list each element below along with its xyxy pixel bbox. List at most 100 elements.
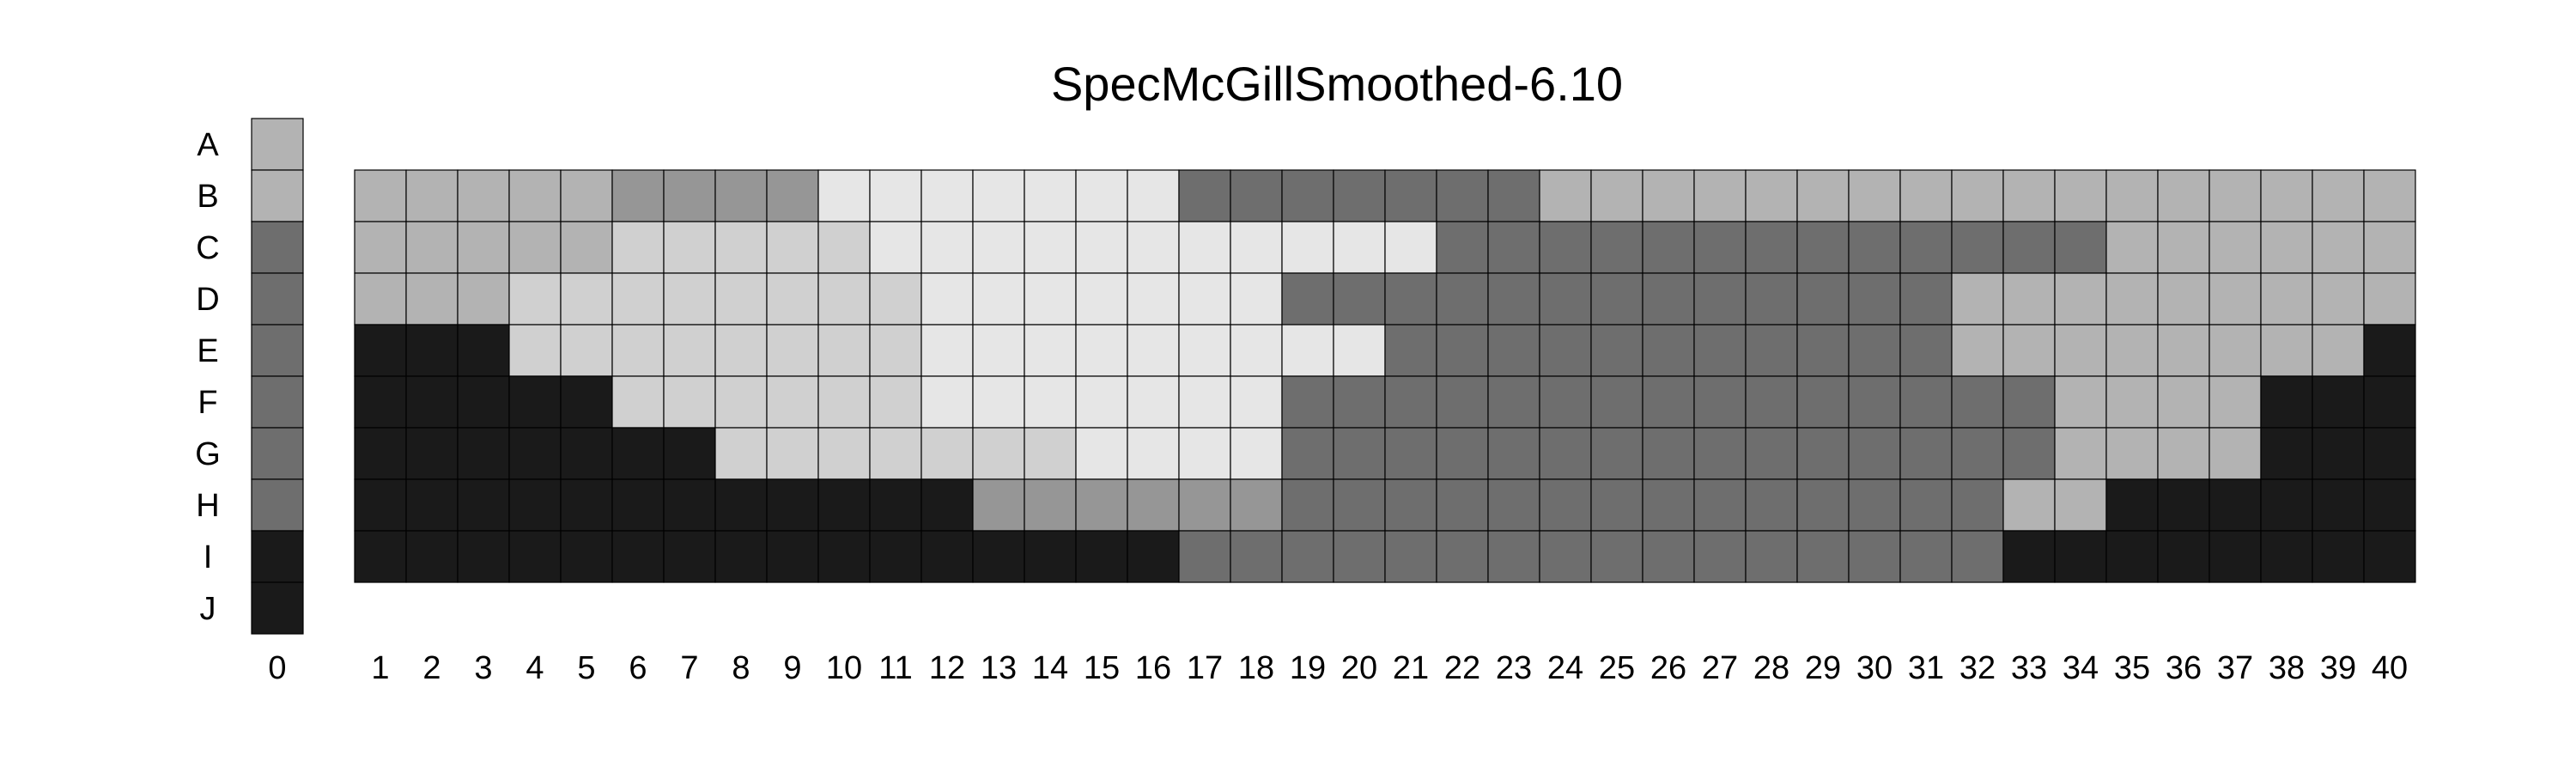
cell-F-39	[2312, 375, 2365, 429]
cell-B-39	[2312, 169, 2365, 222]
cell-F-3	[457, 375, 510, 429]
cell-C-31	[1899, 221, 1953, 274]
cell-I-39	[2312, 530, 2365, 583]
cell-B-16	[1127, 169, 1180, 222]
cell-I-3	[457, 530, 510, 583]
cell-D-32	[1951, 272, 2004, 326]
ref-cell-H	[251, 478, 304, 532]
cell-H-16	[1127, 478, 1180, 532]
cell-H-25	[1590, 478, 1643, 532]
cell-D-1	[354, 272, 407, 326]
cell-H-5	[560, 478, 613, 532]
cell-I-27	[1693, 530, 1747, 583]
cell-B-17	[1178, 169, 1231, 222]
cell-I-36	[2157, 530, 2210, 583]
col-label-21: 21	[1393, 650, 1429, 686]
cell-E-29	[1796, 324, 1850, 377]
cell-C-15	[1075, 221, 1128, 274]
cell-B-12	[920, 169, 974, 222]
cell-H-28	[1745, 478, 1798, 532]
cell-D-34	[2054, 272, 2107, 326]
cell-I-33	[2002, 530, 2056, 583]
cell-C-30	[1848, 221, 1901, 274]
cell-G-23	[1487, 427, 1540, 480]
cell-G-34	[2054, 427, 2107, 480]
cell-H-21	[1384, 478, 1437, 532]
cell-G-37	[2208, 427, 2262, 480]
cell-B-5	[560, 169, 613, 222]
col-label-15: 15	[1084, 650, 1120, 686]
cell-F-14	[1024, 375, 1077, 429]
cell-I-8	[714, 530, 768, 583]
cell-B-10	[817, 169, 871, 222]
cell-F-35	[2105, 375, 2159, 429]
cell-E-27	[1693, 324, 1747, 377]
cell-G-4	[508, 427, 562, 480]
cell-C-13	[972, 221, 1025, 274]
col-label-17: 17	[1187, 650, 1223, 686]
cell-D-39	[2312, 272, 2365, 326]
cell-C-9	[766, 221, 819, 274]
cell-E-21	[1384, 324, 1437, 377]
col-label-37: 37	[2217, 650, 2253, 686]
col-label-36: 36	[2166, 650, 2202, 686]
cell-E-12	[920, 324, 974, 377]
chart-title: SpecMcGillSmoothed-6.10	[1051, 57, 1623, 111]
cell-B-9	[766, 169, 819, 222]
cell-B-40	[2363, 169, 2416, 222]
cell-C-34	[2054, 221, 2107, 274]
cell-I-5	[560, 530, 613, 583]
cell-C-21	[1384, 221, 1437, 274]
col-label-0: 0	[268, 650, 286, 686]
cell-F-22	[1436, 375, 1489, 429]
cell-I-23	[1487, 530, 1540, 583]
cell-G-20	[1333, 427, 1386, 480]
col-label-30: 30	[1856, 650, 1893, 686]
cell-D-26	[1642, 272, 1695, 326]
cell-E-30	[1848, 324, 1901, 377]
cell-G-16	[1127, 427, 1180, 480]
cell-B-31	[1899, 169, 1953, 222]
cell-I-25	[1590, 530, 1643, 583]
cell-I-16	[1127, 530, 1180, 583]
cell-F-21	[1384, 375, 1437, 429]
cell-G-18	[1230, 427, 1283, 480]
row-label-I: I	[204, 539, 213, 575]
cell-G-11	[869, 427, 922, 480]
cell-C-1	[354, 221, 407, 274]
cell-C-22	[1436, 221, 1489, 274]
cell-H-3	[457, 478, 510, 532]
cell-B-2	[405, 169, 459, 222]
cell-B-33	[2002, 169, 2056, 222]
cell-E-22	[1436, 324, 1489, 377]
cell-D-15	[1075, 272, 1128, 326]
cell-B-34	[2054, 169, 2107, 222]
row-label-J: J	[200, 591, 216, 627]
cell-D-8	[714, 272, 768, 326]
col-label-29: 29	[1805, 650, 1841, 686]
reference-column	[251, 118, 304, 635]
cell-E-19	[1281, 324, 1334, 377]
cell-D-11	[869, 272, 922, 326]
cell-D-17	[1178, 272, 1231, 326]
cell-F-5	[560, 375, 613, 429]
cell-H-6	[611, 478, 665, 532]
cell-G-21	[1384, 427, 1437, 480]
cell-D-6	[611, 272, 665, 326]
cell-H-15	[1075, 478, 1128, 532]
cell-F-13	[972, 375, 1025, 429]
cell-H-27	[1693, 478, 1747, 532]
cell-I-1	[354, 530, 407, 583]
cell-B-18	[1230, 169, 1283, 222]
col-label-8: 8	[732, 650, 750, 686]
cell-G-26	[1642, 427, 1695, 480]
col-label-20: 20	[1341, 650, 1377, 686]
cell-I-11	[869, 530, 922, 583]
cell-E-35	[2105, 324, 2159, 377]
col-label-33: 33	[2011, 650, 2047, 686]
cell-H-19	[1281, 478, 1334, 532]
cell-B-25	[1590, 169, 1643, 222]
cell-H-37	[2208, 478, 2262, 532]
cell-E-6	[611, 324, 665, 377]
col-label-32: 32	[1959, 650, 1996, 686]
